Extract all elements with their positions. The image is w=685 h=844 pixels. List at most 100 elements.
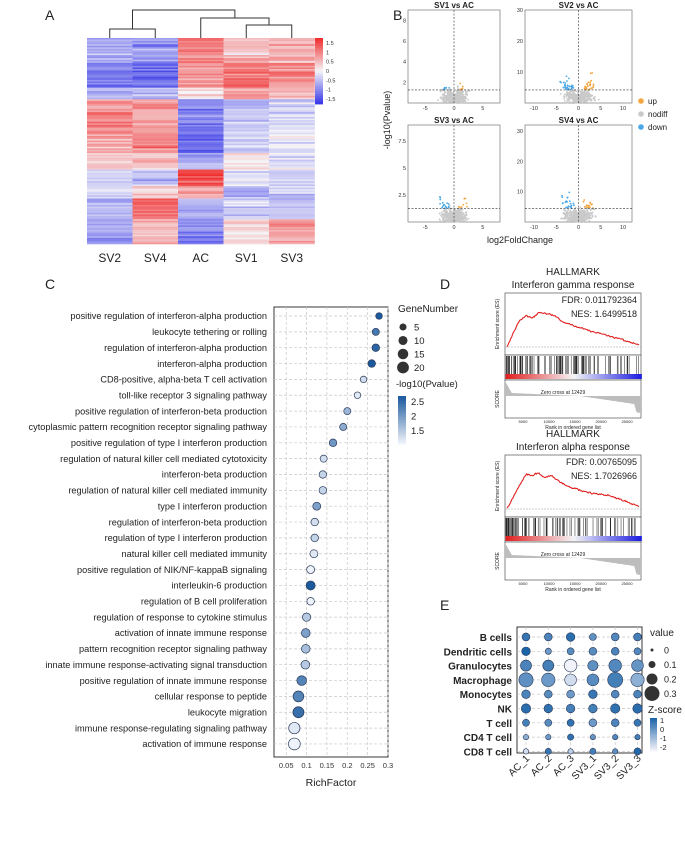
heatmap-cell — [178, 203, 224, 206]
volcano-y-tick: 30 — [517, 8, 523, 14]
heatmap-cell — [269, 220, 315, 223]
heatmap-cell — [223, 169, 270, 172]
heatmap-cell — [269, 214, 315, 217]
volcano-point — [574, 206, 577, 209]
immune-dot — [633, 689, 642, 699]
volcano-point — [567, 211, 570, 214]
heatmap-cell — [269, 240, 315, 243]
heatmap-cell — [223, 131, 270, 134]
heatmap-cell — [223, 236, 270, 239]
heatmap-cell — [223, 206, 270, 209]
gsea-rank-bar — [564, 374, 568, 379]
gsea-rank-bar — [582, 374, 586, 379]
volcano-point — [449, 209, 452, 212]
immune-dot — [587, 660, 599, 671]
enrichment-dot — [300, 660, 311, 670]
volcano-point — [585, 204, 588, 207]
volcano-point — [579, 216, 581, 219]
volcano-point — [587, 94, 590, 96]
volcano-point — [446, 91, 449, 94]
heatmap-cell — [223, 142, 270, 144]
heatmap-cell — [269, 62, 315, 65]
volcano-point — [561, 196, 564, 199]
heatmap-cell — [223, 86, 270, 88]
heatmap-cell — [87, 120, 133, 123]
heatmap-cell — [269, 99, 315, 102]
heatmap-cell — [178, 58, 224, 61]
volcano-point — [566, 200, 568, 203]
volcano-point — [571, 93, 573, 96]
volcano-point — [448, 86, 451, 89]
colorbar-segment — [315, 56, 323, 59]
heatmap-cell — [87, 124, 133, 127]
colorbar-segment — [315, 52, 323, 55]
heatmap-cell — [223, 123, 270, 126]
enrichment-term-label: regulation of type I interferon producti… — [105, 533, 267, 543]
heatmap-cell — [132, 234, 179, 237]
heatmap-cell — [223, 124, 270, 127]
heatmap-cell — [87, 139, 133, 141]
heatmap-cell — [87, 172, 133, 175]
heatmap-cell — [132, 187, 179, 190]
heatmap-cell — [269, 94, 315, 97]
enrichment-x-label: RichFactor — [306, 777, 357, 789]
heatmap-cell — [87, 92, 133, 95]
immune-dot — [610, 647, 620, 656]
heatmap-cell — [269, 72, 315, 74]
heatmap-cell — [87, 53, 133, 56]
volcano-point — [565, 220, 568, 222]
volcano-point — [457, 101, 460, 104]
volcano-point — [571, 96, 574, 99]
heatmap-cell — [223, 152, 270, 155]
heatmap-cell — [178, 225, 224, 228]
heatmap-cell — [178, 211, 224, 214]
heatmap-cell — [223, 189, 270, 192]
volcano-subplot: SV1 vs AC -5 0 5 2 4 6 8 — [403, 1, 501, 112]
heatmap-cell — [87, 209, 133, 212]
heatmap-cell — [223, 203, 270, 206]
gsea-rank-bar — [532, 374, 536, 379]
heatmap-cell — [132, 84, 179, 87]
colorbar-segment — [315, 44, 323, 47]
volcano-point — [569, 209, 571, 212]
volcano-y-tick: 5 — [403, 166, 406, 172]
enrichment-term-label: positive regulation of NIK/NF-kappaB sig… — [77, 565, 267, 575]
heatmap-cell — [178, 161, 224, 164]
volcano-point — [459, 92, 462, 95]
volcano-point — [591, 211, 594, 214]
volcano-point — [442, 205, 444, 207]
volcano-point — [581, 90, 584, 93]
heatmap-cell — [132, 142, 179, 144]
gsea-rank-bar — [566, 374, 570, 379]
gsea-rank-bar — [580, 536, 583, 541]
heatmap-cell — [269, 76, 315, 79]
heatmap-cell — [269, 142, 315, 144]
heatmap-cell — [132, 81, 179, 84]
heatmap-cell — [87, 70, 133, 73]
heatmap-cell — [223, 116, 270, 119]
gsea-rank-bar — [546, 536, 549, 541]
heatmap-cell — [269, 228, 315, 231]
heatmap-cell — [269, 58, 315, 61]
volcano-point — [447, 220, 450, 223]
gsea-rank-bar — [593, 536, 597, 541]
volcano-legend-label: up — [648, 97, 657, 106]
heatmap-cell — [132, 166, 179, 169]
heatmap-cell — [132, 146, 179, 149]
legend-colorbar-segment — [398, 399, 406, 402]
volcano-subplot: SV3 vs AC -5 0 5 2.5 5 7.5 — [398, 116, 501, 231]
enrichment-dot — [296, 675, 307, 686]
legend-colorbar-segment — [398, 397, 406, 400]
volcano-point — [579, 211, 582, 214]
heatmap-cell — [269, 212, 315, 215]
heatmap-cell — [87, 62, 133, 65]
immune-dot — [586, 673, 600, 687]
heatmap-cell — [269, 162, 315, 165]
heatmap-cell — [87, 89, 133, 92]
heatmap-cell — [269, 179, 315, 182]
heatmap-cell — [87, 51, 133, 54]
volcano-point — [564, 217, 567, 220]
heatmap-cell — [269, 44, 315, 47]
gsea-rank-bar — [632, 374, 636, 379]
heatmap-cell — [132, 86, 179, 88]
